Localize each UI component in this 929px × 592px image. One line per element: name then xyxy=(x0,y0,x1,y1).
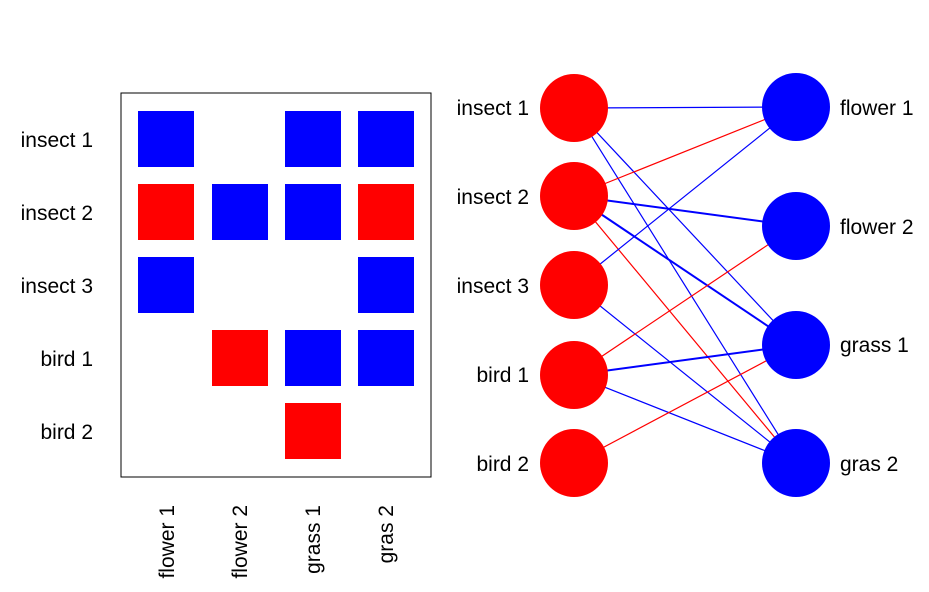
network-edge xyxy=(573,344,797,464)
matrix-cells xyxy=(138,111,414,459)
matrix-col-label: flower 1 xyxy=(156,505,179,579)
matrix-col-label: gras 2 xyxy=(375,505,398,563)
network-right-nodes xyxy=(762,73,830,497)
matrix-row-label: insect 3 xyxy=(21,275,93,298)
matrix-row-label: insect 1 xyxy=(21,129,93,152)
matrix-cell xyxy=(358,184,414,240)
matrix-cell xyxy=(285,184,341,240)
right-node xyxy=(762,73,830,141)
matrix-row-label: bird 1 xyxy=(40,348,93,371)
right-node-label: grass 1 xyxy=(840,334,909,357)
right-node xyxy=(762,311,830,379)
network-edge xyxy=(573,107,797,464)
matrix-cell xyxy=(138,184,194,240)
matrix-cell xyxy=(285,403,341,459)
network-edge xyxy=(573,195,797,227)
network-edge xyxy=(573,106,797,109)
interaction-matrix: insect 1 insect 2 insect 3 bird 1 bird 2… xyxy=(21,92,432,579)
network-edge xyxy=(573,374,797,464)
network-edge xyxy=(573,225,797,376)
matrix-col-labels: flower 1 flower 2 grass 1 gras 2 xyxy=(156,505,398,579)
right-node xyxy=(762,192,830,260)
network-edge xyxy=(573,344,797,376)
matrix-cell xyxy=(212,184,268,240)
left-node xyxy=(540,74,608,142)
network-left-labels: insect 1 insect 2 insect 3 bird 1 bird 2 xyxy=(457,97,529,476)
left-node-label: insect 3 xyxy=(457,275,529,298)
matrix-cell xyxy=(358,257,414,313)
network-edge xyxy=(573,284,797,464)
network-right-labels: flower 1 flower 2 grass 1 gras 2 xyxy=(840,97,914,476)
network-edge xyxy=(573,107,797,346)
network-edges xyxy=(573,106,797,464)
matrix-col-label: flower 2 xyxy=(229,505,252,579)
matrix-cell xyxy=(285,330,341,386)
left-node xyxy=(540,341,608,409)
left-node xyxy=(540,251,608,319)
matrix-row-label: bird 2 xyxy=(40,421,93,444)
matrix-cell xyxy=(358,111,414,167)
matrix-col-label: grass 1 xyxy=(302,505,325,574)
left-node xyxy=(540,429,608,497)
left-node-label: insect 2 xyxy=(457,186,529,209)
matrix-cell xyxy=(212,330,268,386)
right-node-label: flower 2 xyxy=(840,216,914,239)
right-node-label: gras 2 xyxy=(840,453,898,476)
matrix-cell xyxy=(285,111,341,167)
matrix-row-label: insect 2 xyxy=(21,202,93,225)
left-node-label: bird 1 xyxy=(476,364,529,387)
left-node-label: bird 2 xyxy=(476,453,529,476)
network-edge xyxy=(573,195,797,464)
matrix-row-labels: insect 1 insect 2 insect 3 bird 1 bird 2 xyxy=(21,129,93,444)
network-edge xyxy=(573,195,797,346)
matrix-cell xyxy=(138,111,194,167)
bipartite-network: insect 1 insect 2 insect 3 bird 1 bird 2… xyxy=(457,73,914,497)
right-node xyxy=(762,429,830,497)
network-left-nodes xyxy=(540,74,608,497)
left-node-label: insect 1 xyxy=(457,97,529,120)
left-node xyxy=(540,162,608,230)
network-edge xyxy=(573,106,797,197)
network-edge xyxy=(573,106,797,286)
matrix-cell xyxy=(358,330,414,386)
matrix-cell xyxy=(138,257,194,313)
right-node-label: flower 1 xyxy=(840,97,914,120)
